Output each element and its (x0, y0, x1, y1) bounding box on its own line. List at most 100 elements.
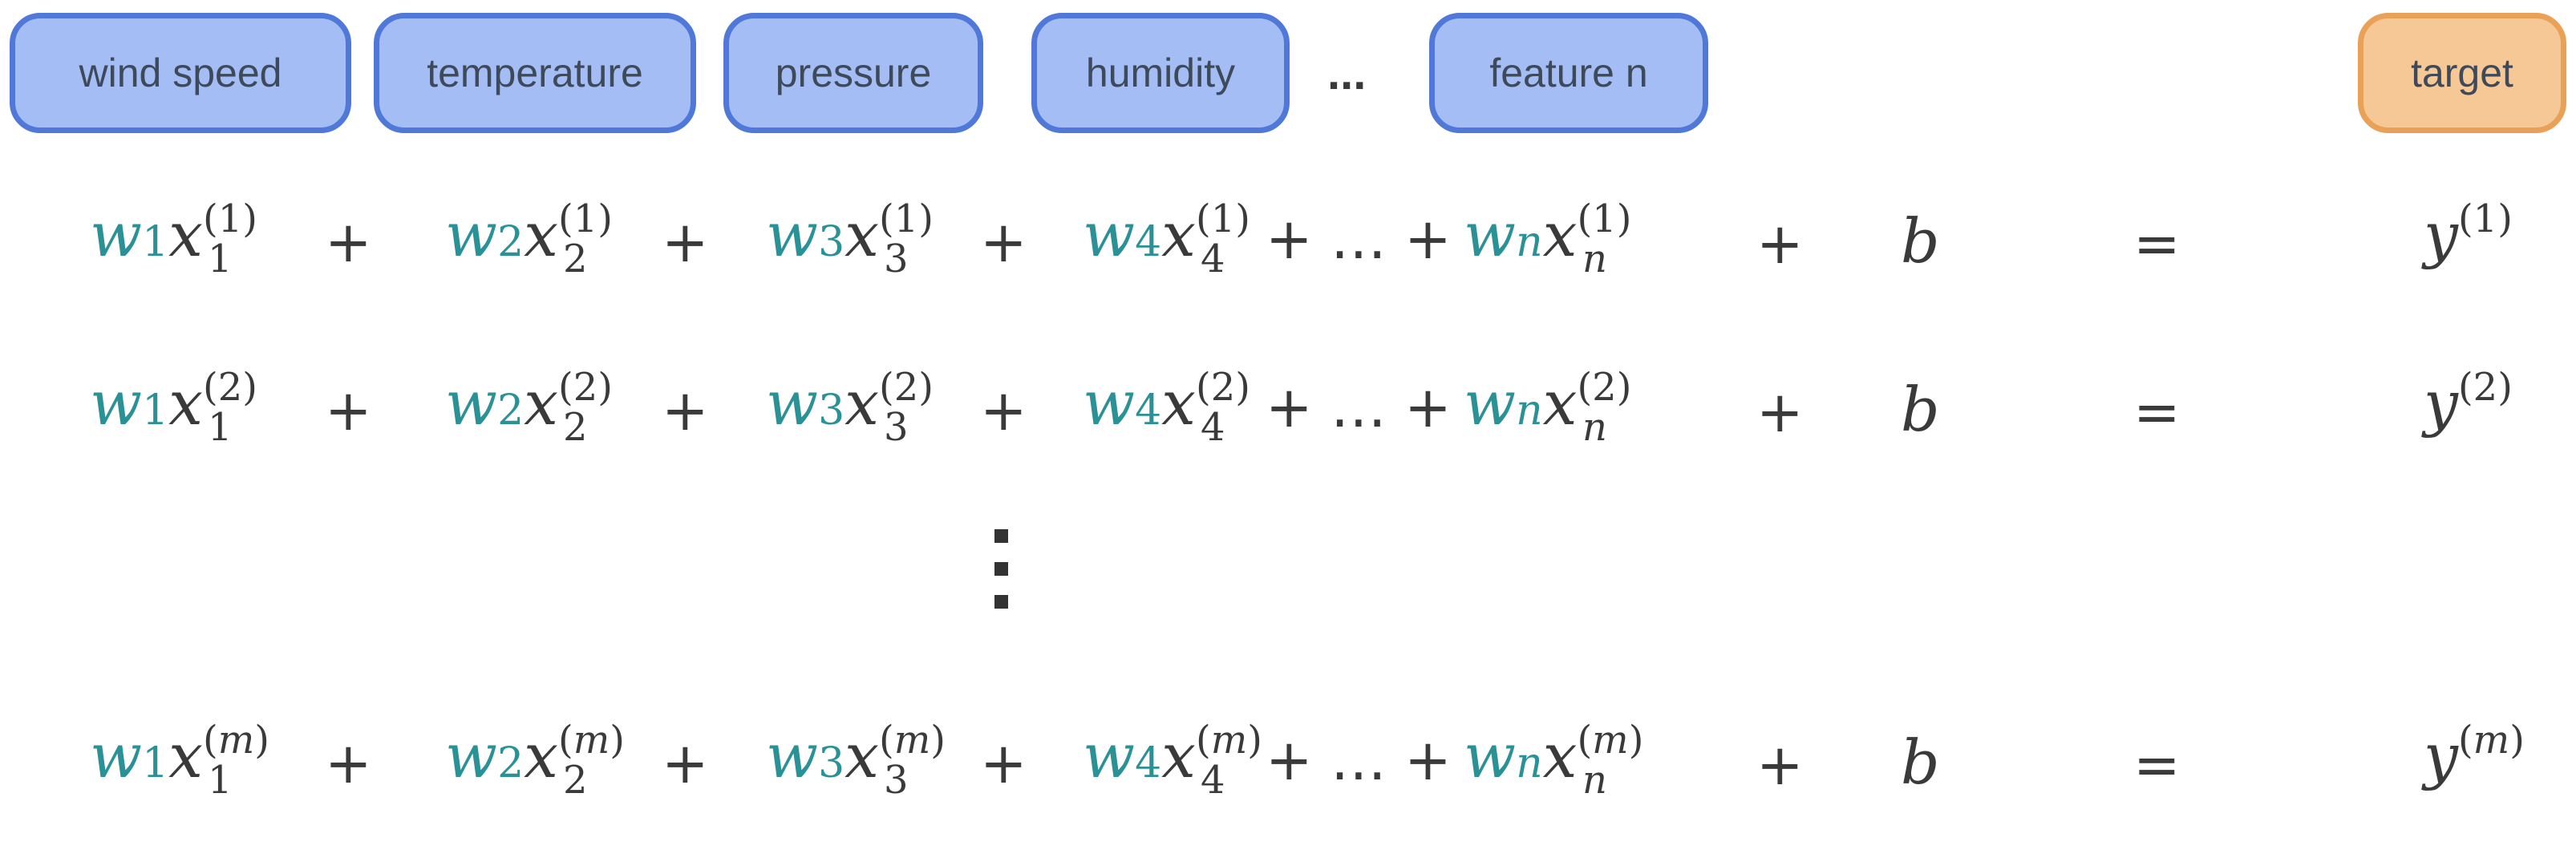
feature-pressure: pressure (723, 13, 983, 133)
feature-ellipsis: ... (1327, 47, 1367, 99)
equation-row: w1x(2) 1 w2x(2) 2 w3x(2) 3 w4x(2) 4 wnx(2) n + + + + … (0, 349, 2576, 509)
weighted-term: w1x(2) 1 (90, 368, 257, 447)
plus-sign: + (325, 730, 372, 796)
feature-subscript: 1 (208, 237, 233, 281)
weighted-term: w3x(2) 3 (766, 368, 934, 447)
weight-symbol: w (1083, 720, 1136, 791)
target-value: y(2) (2424, 365, 2513, 439)
weight-symbol: w (90, 720, 143, 791)
weight-subscript: n (1516, 739, 1543, 787)
weighted-term: w1x(m) 1 (90, 721, 269, 799)
vertical-ellipsis (994, 529, 1011, 628)
equals-sign: = (2133, 732, 2181, 798)
weighted-term: w3x(1) 3 (766, 200, 934, 278)
weight-subscript: 4 (1135, 386, 1162, 435)
weighted-term: w4x(1) 4 (1083, 200, 1250, 278)
weight-subscript: 3 (818, 218, 845, 266)
weight-symbol: w (766, 199, 819, 270)
sample-superscript: (m) (203, 718, 270, 763)
feature-subscript: 1 (208, 405, 233, 450)
weight-subscript: 4 (1135, 739, 1162, 787)
weight-symbol: w (1464, 720, 1517, 791)
weight-symbol: w (445, 199, 498, 270)
plus-sign: + (1756, 379, 1804, 445)
weight-symbol: w (90, 367, 143, 439)
feature-symbol: x (168, 199, 204, 270)
sample-superscript: (1) (558, 196, 614, 241)
equals-sign: = (2133, 211, 2181, 277)
plus-ellipsis-plus: + … + (1266, 727, 1452, 793)
feature-subscript: 1 (208, 758, 233, 803)
feature-symbol: x (844, 720, 880, 791)
weight-symbol: w (445, 367, 498, 439)
sample-superscript: (1) (879, 196, 934, 241)
weight-subscript: 3 (818, 739, 845, 787)
plus-ellipsis-plus: + … + (1266, 374, 1452, 440)
feature-subscript: n (1582, 405, 1607, 450)
plus-sign: + (325, 209, 372, 275)
sample-superscript: (1) (1196, 196, 1251, 241)
weight-symbol: w (1083, 367, 1136, 439)
equation-row: w1x(m) 1 w2x(m) 2 w3x(m) 3 w4x(m) 4 wnx(m) n + + + + … (0, 702, 2576, 862)
sample-superscript: (m) (1196, 718, 1263, 763)
weight-subscript: n (1516, 218, 1543, 266)
feature-symbol: x (1161, 720, 1197, 791)
weighted-term: wnx(1) n (1464, 200, 1631, 278)
weight-subscript: 3 (818, 386, 845, 435)
feature-subscript: 2 (563, 405, 588, 450)
sample-superscript: (m) (879, 718, 946, 763)
plus-sign: + (662, 378, 709, 443)
weight-subscript: n (1516, 386, 1543, 435)
sample-superscript: (2) (1196, 365, 1251, 410)
feature-symbol: x (524, 199, 559, 270)
feature-symbol: x (168, 367, 204, 439)
feature-subscript: 4 (1201, 405, 1225, 450)
feature-symbol: x (1161, 367, 1197, 439)
feature-subscript: n (1582, 758, 1607, 803)
sample-superscript: (m) (558, 718, 626, 763)
weight-subscript: 2 (497, 218, 525, 266)
feature-symbol: x (1542, 367, 1578, 439)
feature-wind-speed: wind speed (10, 13, 351, 133)
weighted-term: w3x(m) 3 (766, 721, 946, 799)
sample-superscript: (1) (1577, 196, 1632, 241)
feature-n: feature n (1429, 13, 1708, 133)
weighted-term: wnx(2) n (1464, 368, 1631, 447)
feature-symbol: x (524, 367, 559, 439)
weighted-term: w2x(2) 2 (445, 368, 613, 447)
weight-symbol: w (1464, 199, 1517, 270)
weight-symbol: w (1083, 199, 1136, 270)
feature-subscript: 2 (563, 758, 588, 803)
weight-symbol: w (766, 367, 819, 439)
feature-symbol: x (168, 720, 204, 791)
sample-superscript: (2) (203, 365, 258, 410)
feature-subscript: 3 (884, 758, 909, 803)
weight-subscript: 2 (497, 386, 525, 435)
sample-superscript: (2) (879, 365, 934, 410)
target-label: target (2358, 13, 2566, 133)
plus-sign: + (662, 730, 709, 796)
weighted-term: w1x(1) 1 (90, 200, 257, 278)
weight-subscript: 2 (497, 739, 525, 787)
plus-ellipsis-plus: + … + (1266, 206, 1452, 272)
plus-sign: + (1756, 732, 1804, 798)
sample-superscript: (m) (1577, 718, 1644, 763)
feature-subscript: 4 (1201, 237, 1225, 281)
bias-symbol: b (1901, 726, 1940, 798)
plus-sign: + (662, 209, 709, 275)
equation-row: w1x(1) 1 w2x(1) 2 w3x(1) 3 w4x(1) 4 wnx(1) n + + + + … (0, 180, 2576, 341)
weighted-term: w2x(1) 2 (445, 200, 613, 278)
plus-sign: + (980, 378, 1027, 443)
plus-sign: + (980, 730, 1027, 796)
sample-superscript: (2) (1577, 365, 1632, 410)
feature-symbol: x (1542, 720, 1578, 791)
feature-subscript: n (1582, 237, 1607, 281)
weight-symbol: w (445, 720, 498, 791)
equals-sign: = (2133, 379, 2181, 445)
weight-symbol: w (90, 199, 143, 270)
feature-subscript: 3 (884, 237, 909, 281)
weight-subscript: 1 (142, 386, 169, 435)
feature-subscript: 3 (884, 405, 909, 450)
bias-symbol: b (1901, 374, 1940, 445)
plus-sign: + (980, 209, 1027, 275)
